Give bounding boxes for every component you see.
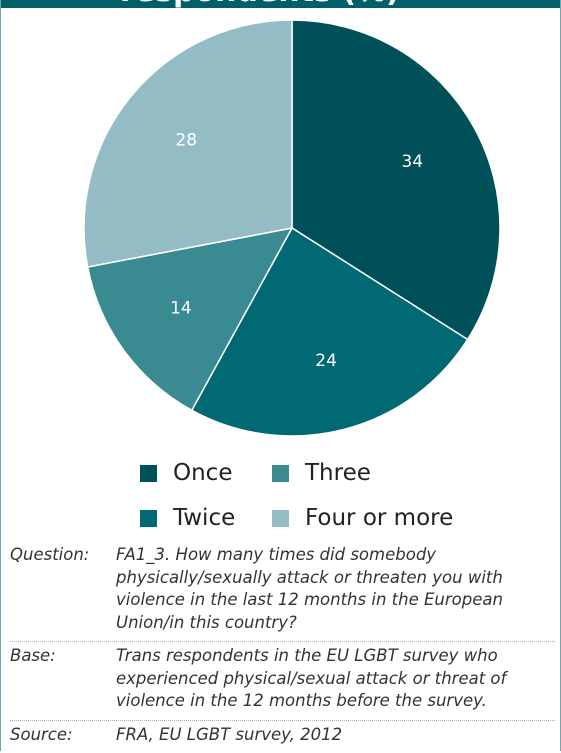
note-label: Source: bbox=[10, 724, 116, 747]
legend-item-twice: Twice bbox=[140, 505, 235, 531]
note-question: Question: FA1_3. How many times did some… bbox=[10, 541, 555, 642]
note-text: Trans respondents in the EU LGBT survey … bbox=[116, 645, 555, 713]
data-label-three: 14 bbox=[170, 299, 192, 319]
legend-swatch-four-or-more bbox=[272, 510, 289, 527]
note-label: Base: bbox=[10, 645, 116, 713]
notes: Question: FA1_3. How many times did some… bbox=[10, 541, 555, 753]
legend-label-twice: Twice bbox=[173, 505, 235, 531]
note-label: Question: bbox=[10, 544, 116, 634]
legend-item-four-or-more: Four or more bbox=[272, 505, 453, 531]
legend-item-three: Three bbox=[272, 460, 371, 486]
legend-item-once: Once bbox=[140, 460, 232, 486]
legend-label-three: Three bbox=[305, 460, 371, 486]
data-label-once: 34 bbox=[401, 152, 423, 172]
data-label-twice: 24 bbox=[315, 351, 337, 371]
legend-label-four-or-more: Four or more bbox=[305, 505, 453, 531]
legend-swatch-once bbox=[140, 465, 157, 482]
data-label-four-or-more: 28 bbox=[175, 131, 197, 151]
legend-swatch-three bbox=[272, 465, 289, 482]
pie-chart: 34 24 14 28 bbox=[0, 0, 561, 450]
legend-label-once: Once bbox=[173, 460, 232, 486]
note-source: Source: FRA, EU LGBT survey, 2012 bbox=[10, 721, 555, 753]
note-base: Base: Trans respondents in the EU LGBT s… bbox=[10, 642, 555, 721]
note-text: FA1_3. How many times did somebody physi… bbox=[116, 544, 555, 634]
note-text: FRA, EU LGBT survey, 2012 bbox=[116, 724, 555, 747]
legend-swatch-twice bbox=[140, 510, 157, 527]
